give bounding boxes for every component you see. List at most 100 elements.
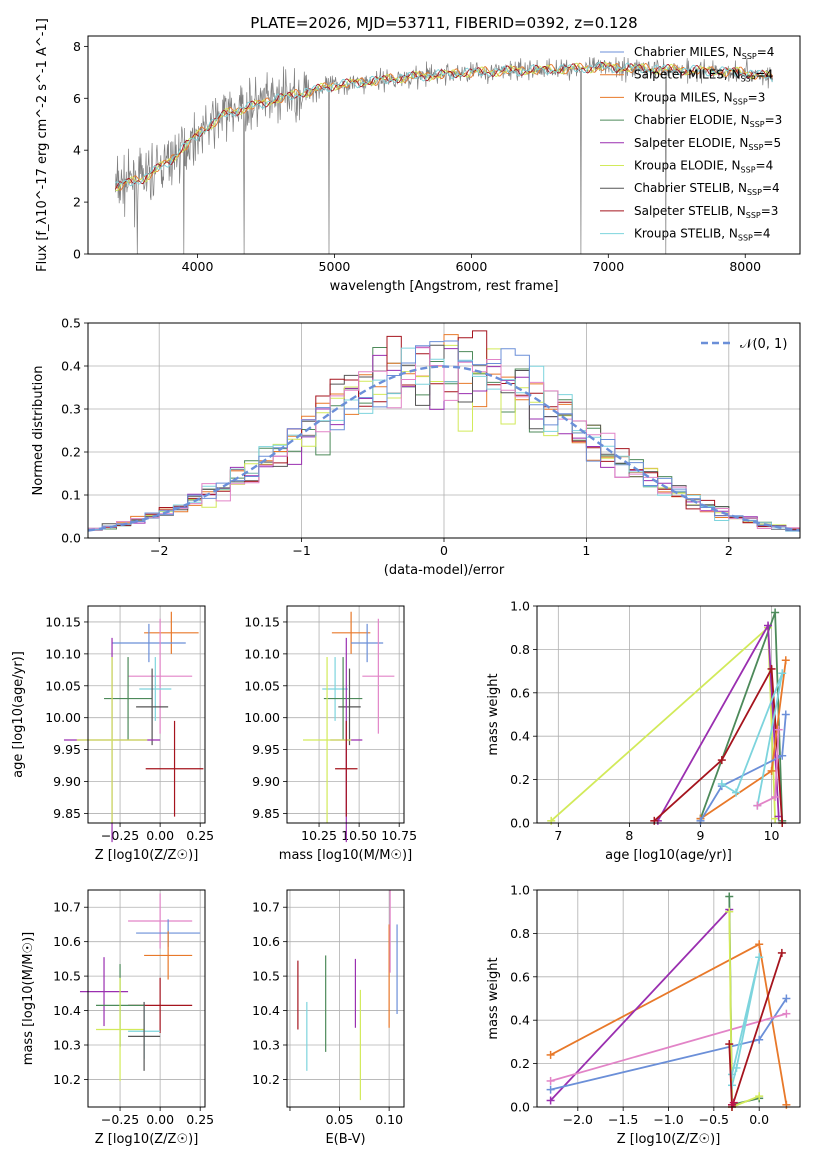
legend-entry: Kroupa MILES, NSSP=3 — [634, 90, 765, 106]
x-tick-label: −1.5 — [608, 1112, 638, 1127]
x-tick-label: 0.10 — [375, 1112, 403, 1127]
x-tick-label: 0.25 — [186, 828, 214, 843]
age_vs_Z-frame — [87, 605, 206, 824]
age_vs_Z-xlabel: Z [log10(Z/Z☉)] — [95, 848, 199, 863]
errorbar-point — [323, 657, 363, 741]
errorbar-point — [128, 618, 193, 734]
mass_vs_ebv-xlabel: E(B-V) — [325, 1132, 365, 1147]
age_vs_mass-xlabel: mass [log10(M/M☉)] — [279, 848, 412, 863]
x-tick-label: 7 — [554, 828, 562, 843]
x-tick-label: 0.00 — [146, 828, 174, 843]
errorbar-point — [303, 657, 352, 823]
errorbar-point — [136, 668, 169, 746]
y-tick-label: 0.2 — [61, 445, 81, 460]
errorbar-point — [139, 657, 172, 721]
y-tick-label: 10.7 — [53, 900, 81, 915]
y-tick-label: 10.3 — [53, 1038, 81, 1053]
weight-series-marker — [771, 608, 780, 617]
y-tick-label: 10.00 — [45, 710, 81, 725]
y-tick-label: 10.00 — [244, 710, 280, 725]
residuals-xlabel: (data-model)/error — [384, 563, 505, 578]
y-tick-label: 0.1 — [61, 488, 81, 503]
x-tick-label: 10.25 — [301, 828, 337, 843]
x-tick-label: 1 — [582, 543, 590, 558]
y-tick-label: 10.4 — [252, 1003, 280, 1018]
age_vs_Z-ylabel: age [log10(age/yr)] — [11, 651, 26, 778]
x-tick-label: 0 — [440, 543, 448, 558]
spectrum-frame — [87, 35, 801, 255]
y-tick-label: 0.3 — [61, 402, 81, 417]
y-tick-label: 10.10 — [244, 646, 280, 661]
y-tick-label: 0.6 — [510, 969, 530, 984]
weight-series-line — [550, 1012, 787, 1082]
y-tick-label: 10.4 — [53, 1003, 81, 1018]
legend-entry: Salpeter STELIB, NSSP=3 — [634, 204, 778, 220]
weight-series-marker — [767, 664, 776, 673]
weight-series-marker — [778, 669, 787, 678]
weight-series-line — [721, 672, 784, 806]
residuals-axes: −2 −1 0 1 2 0.0 0.1 0.2 0.3 0.4 0.5 — [61, 316, 800, 558]
residual-histogram-step — [87, 340, 800, 538]
x-tick-label: −2 — [150, 543, 168, 558]
x-tick-label: 8 — [625, 828, 633, 843]
weight-series-marker — [781, 710, 790, 719]
spectrum-xlabel: wavelength [Angstrom, rest frame] — [330, 279, 559, 294]
y-tick-label: 10.2 — [252, 1072, 280, 1087]
errorbar-point — [112, 623, 186, 663]
weight_vs_Z-xlabel: Z [log10(Z/Z☉)] — [617, 1132, 721, 1147]
spectrum-axes: 4000 5000 6000 7000 8000 0 2 4 6 8 — [73, 39, 761, 274]
errorbar-point — [362, 618, 395, 734]
spectrum-model-line — [115, 61, 773, 187]
weight-series-marker — [782, 1009, 791, 1018]
y-tick-label: 9.85 — [53, 806, 81, 821]
age_vs_mass-axes: 10.25 10.50 10.75 9.85 9.90 9.95 10.00 10.05 10.… — [244, 606, 417, 843]
y-tick-label: 1.0 — [510, 883, 530, 898]
x-tick-label: 0.25 — [186, 1112, 214, 1127]
y-tick-label: 0 — [73, 247, 81, 262]
weight_vs_age-ylabel: mass weight — [486, 673, 501, 755]
y-tick-label: 8 — [73, 39, 81, 54]
weight-series-marker — [725, 907, 734, 916]
weight_vs_age-axes: 7 8 9 10 0.0 0.2 0.4 0.6 0.8 1.0 — [510, 599, 800, 843]
y-tick-label: 10.3 — [252, 1038, 280, 1053]
weight-series-marker — [753, 801, 762, 810]
x-tick-label: −0.25 — [101, 828, 139, 843]
weight-series-marker — [725, 1040, 734, 1049]
errorbar-point — [128, 1001, 161, 1071]
figure-title: PLATE=2026, MJD=53711, FIBERID=0392, z=0… — [250, 14, 637, 32]
y-tick-label: 10.6 — [252, 934, 280, 949]
weight-series-line — [699, 612, 784, 821]
errorbar-point — [338, 668, 361, 746]
weight-series-marker — [732, 1063, 741, 1072]
x-tick-label: 0.05 — [326, 1112, 354, 1127]
errorbar-point — [79, 957, 129, 1027]
spectrum-model-line — [115, 61, 773, 192]
weight-series-marker — [717, 779, 726, 788]
residuals-ylabel: Normed distribution — [31, 366, 46, 496]
weight-series-marker — [771, 792, 780, 801]
weight_vs_age-frame — [536, 605, 801, 824]
legend-entry: Salpeter ELODIE, NSSP=5 — [634, 136, 781, 152]
errorbar-point — [104, 657, 153, 741]
age_vs_mass-frame — [286, 605, 405, 824]
weight_vs_Z-ylabel: mass weight — [486, 957, 501, 1039]
y-tick-label: 10.5 — [252, 969, 280, 984]
x-tick-label: 0.00 — [146, 1112, 174, 1127]
x-tick-label: −0.25 — [101, 1112, 139, 1127]
legend-entry: Chabrier ELODIE, NSSP=3 — [634, 113, 782, 129]
mass_vs_ebv-frame — [286, 889, 405, 1108]
errorbar-point — [128, 893, 193, 949]
legend-entry: Chabrier STELIB, NSSP=4 — [634, 181, 780, 197]
weight-series-line — [731, 957, 761, 1086]
y-tick-label: 10.15 — [45, 614, 81, 629]
x-tick-label: 0.0 — [749, 1112, 769, 1127]
weight-series-marker — [782, 994, 791, 1003]
weight-series-marker — [755, 1035, 764, 1044]
mass_vs_Z-ylabel: mass [log10(M/M☉)] — [21, 932, 36, 1065]
weight-series-marker — [778, 751, 787, 760]
y-tick-label: 0.8 — [510, 926, 530, 941]
legend-entry: Kroupa STELIB, NSSP=4 — [634, 227, 771, 243]
weight-series-line — [549, 908, 730, 1102]
x-tick-label: 10.75 — [381, 828, 417, 843]
